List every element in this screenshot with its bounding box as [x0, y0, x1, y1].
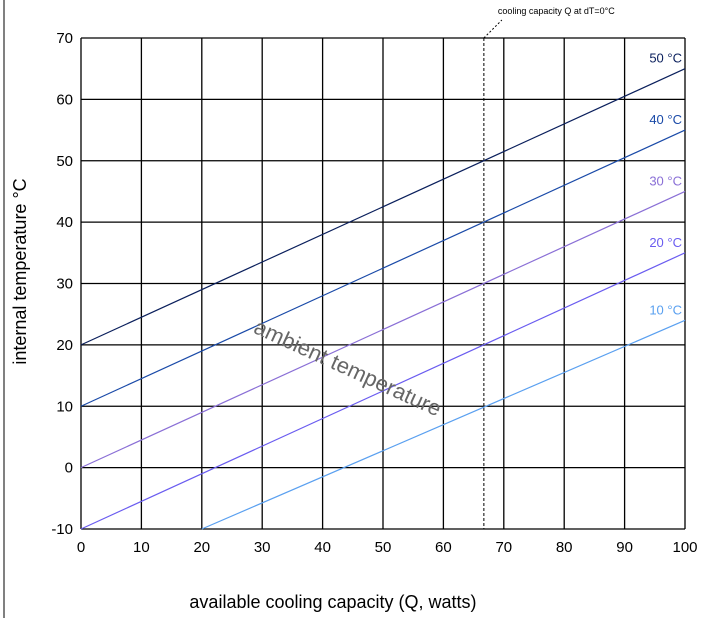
x-tick-label: 0 — [77, 539, 85, 556]
x-tick-label: 90 — [616, 539, 633, 556]
grid-lines — [80, 37, 686, 530]
y-axis-title: internal temperature °C — [10, 178, 30, 364]
y-tick-label: 20 — [56, 337, 73, 354]
series-line — [80, 129, 686, 407]
series-label: 20 °C — [649, 235, 682, 250]
y-tick-label: 60 — [56, 91, 73, 108]
x-tick-label: 70 — [495, 539, 512, 556]
y-tick-label: 0 — [65, 460, 73, 477]
series-label: 30 °C — [649, 173, 682, 188]
x-tick-label: 30 — [254, 539, 271, 556]
series-line — [80, 252, 686, 530]
x-tick-label: 80 — [556, 539, 573, 556]
series-label: 10 °C — [649, 302, 682, 317]
x-tick-label: 100 — [672, 539, 697, 556]
y-tick-label: 10 — [56, 398, 73, 415]
series-line — [80, 68, 686, 346]
reference-leader — [483, 19, 503, 39]
y-tick-label: 40 — [56, 214, 73, 231]
series-line — [80, 190, 686, 469]
y-tick-label: 50 — [56, 153, 73, 170]
x-tick-label: 50 — [375, 539, 392, 556]
series-label: 50 °C — [649, 51, 682, 66]
x-tick-label: 60 — [435, 539, 452, 556]
series-label: 40 °C — [649, 112, 682, 127]
y-tick-label: -10 — [51, 521, 73, 538]
x-axis-title: available cooling capacity (Q, watts) — [189, 592, 476, 612]
series-line — [201, 319, 686, 530]
y-tick-label: 70 — [56, 30, 73, 47]
y-tick-label: 30 — [56, 276, 73, 293]
curve-annotation: ambient temperature — [250, 314, 445, 421]
x-tick-label: 10 — [133, 539, 150, 556]
x-tick-label: 40 — [314, 539, 331, 556]
x-tick-label: 20 — [193, 539, 210, 556]
reference-line-label: cooling capacity Q at dT=0°C — [498, 6, 615, 16]
